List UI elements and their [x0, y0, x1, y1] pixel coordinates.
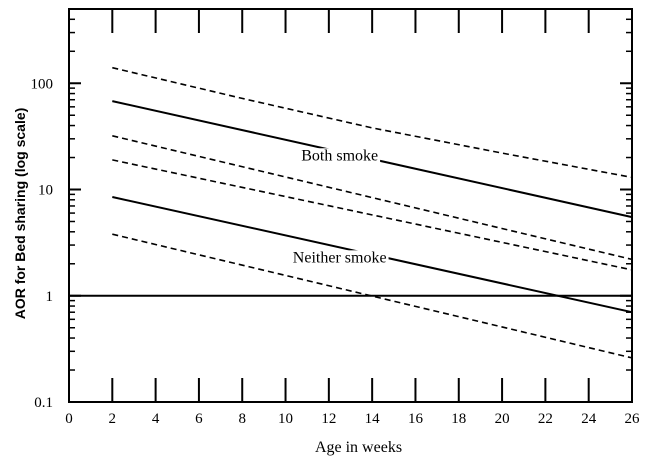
x-tick-label: 8 — [238, 411, 246, 427]
x-tick-label: 0 — [65, 411, 73, 427]
annotation-label: Neither smoke — [293, 249, 387, 266]
x-tick-label: 22 — [538, 411, 553, 427]
y-tick-label: 0.1 — [34, 395, 53, 411]
x-tick-label: 26 — [625, 411, 641, 427]
y-tick-label: 100 — [31, 76, 54, 92]
y-axis-title: AOR for Bed sharing (log scale) — [12, 108, 28, 320]
annotation-label: Both smoke — [301, 147, 378, 164]
x-axis-title: Age in weeks — [315, 439, 402, 456]
annotation-bg — [290, 250, 389, 266]
x-tick-label: 4 — [152, 411, 160, 427]
ci-line-5 — [112, 233, 633, 359]
y-tick-label: 10 — [38, 183, 53, 199]
x-tick-label: 2 — [109, 411, 117, 427]
ci-line-1 — [112, 66, 633, 179]
ci-line-2 — [112, 135, 633, 261]
x-tick-label: 16 — [408, 411, 424, 427]
x-tick-label: 18 — [451, 411, 466, 427]
x-tick-label: 10 — [278, 411, 293, 427]
annotation-bg — [299, 148, 381, 164]
x-tick-label: 6 — [195, 411, 203, 427]
x-tick-label: 14 — [365, 411, 381, 427]
x-tick-label: 20 — [495, 411, 510, 427]
x-tick-label: 12 — [321, 411, 336, 427]
y-tick-label: 1 — [46, 289, 54, 305]
x-tick-label: 24 — [581, 411, 597, 427]
ci-line-4 — [112, 159, 633, 271]
